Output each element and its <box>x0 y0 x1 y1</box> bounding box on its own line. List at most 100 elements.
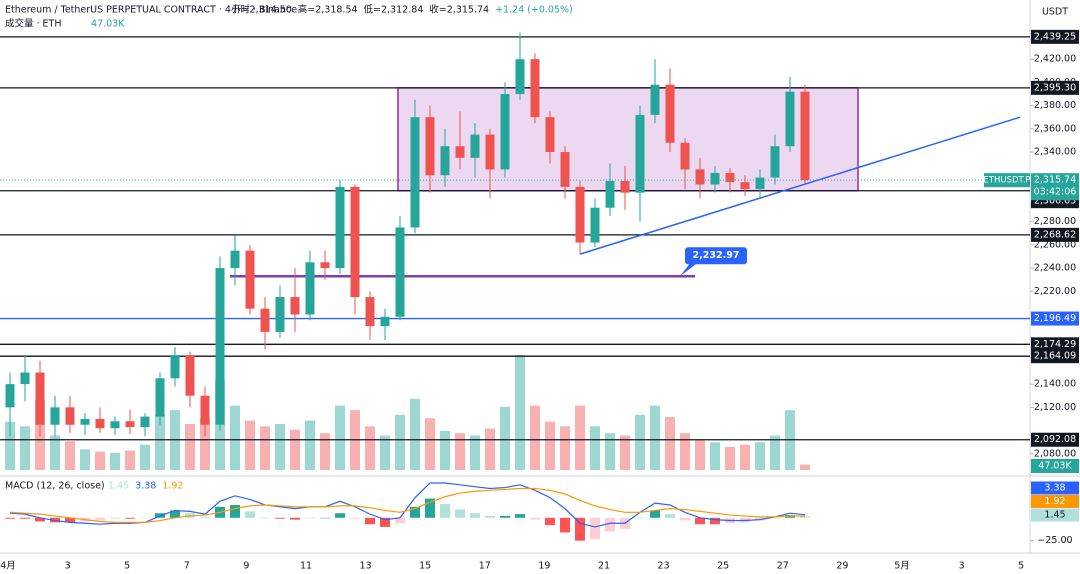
macd-hist-bar <box>800 516 810 518</box>
macd-hist-bar <box>560 517 570 533</box>
y-tick-label: 2,140.00 <box>1034 379 1076 390</box>
volume-bar <box>635 414 645 470</box>
volume-bar <box>185 424 195 470</box>
volume-bar <box>290 429 300 470</box>
macd-hist-bar <box>65 517 75 523</box>
symbol-label: ETHUSDT.P <box>983 176 1030 186</box>
volume-bar <box>605 433 615 470</box>
candle-body <box>635 114 645 193</box>
volume-bar <box>710 442 720 470</box>
macd-hist-bar <box>230 504 240 518</box>
macd-hist-bar <box>470 513 480 518</box>
candle-body <box>230 250 240 269</box>
annotation-pointer <box>680 263 697 277</box>
macd-hist-bar <box>5 517 15 519</box>
candle-body <box>485 134 495 170</box>
x-tick-label: 29 <box>836 561 848 572</box>
volume-bar <box>515 355 525 470</box>
x-tick-label: 15 <box>419 561 431 572</box>
volume-bar <box>305 420 315 470</box>
candle-body <box>200 395 210 425</box>
volume-bar <box>20 426 30 470</box>
macd-legend-value: 1.92 <box>162 481 183 492</box>
volume-bar <box>200 418 210 470</box>
volume-bar <box>725 447 735 470</box>
trendline <box>579 116 1021 255</box>
candle-body <box>545 117 555 153</box>
volume-bar <box>440 430 450 470</box>
annotation-box <box>685 247 747 265</box>
macd-hist-bar <box>425 498 435 518</box>
volume-bar <box>755 442 765 470</box>
macd-hist-bar <box>110 517 120 519</box>
ohlc-label: 高=2,318.54 <box>298 4 358 16</box>
volume-value: 47.03K <box>91 19 125 30</box>
volume-bar <box>485 428 495 470</box>
x-tick-label: 7 <box>184 561 190 572</box>
candle-body <box>680 142 690 170</box>
candle-body <box>425 117 435 176</box>
level-label: 2,306.63 <box>1034 196 1076 207</box>
volume-bar <box>455 433 465 470</box>
volume-bar <box>665 417 675 470</box>
volume-bar <box>80 449 90 470</box>
x-tick-label: 21 <box>598 561 610 572</box>
candle-body <box>170 355 180 379</box>
volume-bar <box>770 435 780 470</box>
volume-bar <box>230 405 240 470</box>
volume-bar <box>560 426 570 470</box>
candle-body <box>665 84 675 143</box>
ohlc-label: +1.24 (+0.05%) <box>495 5 573 16</box>
candle-body <box>80 418 90 425</box>
macd-hist-bar <box>20 517 30 519</box>
volume-bar <box>470 435 480 470</box>
volume-bar <box>260 426 270 470</box>
last-price-label: 2,315.74 <box>1034 175 1076 186</box>
macd-hist-bar <box>290 517 300 520</box>
volume-bar <box>590 426 600 470</box>
candle-body <box>110 421 120 429</box>
volume-bar <box>680 433 690 470</box>
y-tick-label: 2,220.00 <box>1034 286 1076 297</box>
volume-bar <box>620 435 630 470</box>
macd-hist-bar <box>440 504 450 518</box>
candle-body <box>35 372 45 425</box>
candle-body <box>740 182 750 190</box>
macd-hist-bar <box>245 511 255 518</box>
macd-hist-bar <box>485 515 495 518</box>
ohlc-label: 开=2,314.50 <box>232 5 292 16</box>
candle-body <box>20 372 30 385</box>
ohlc-label: 低=2,312.84 <box>364 4 424 16</box>
volume-bar <box>50 435 60 470</box>
level-label: 2,196.49 <box>1034 313 1076 324</box>
volume-label: 47.03K <box>1038 461 1072 472</box>
macd-hist-bar <box>350 517 360 519</box>
candle-body <box>320 262 330 269</box>
volume-title: 成交量 · ETH <box>5 18 62 30</box>
candle-body <box>95 418 105 429</box>
candle-body <box>350 186 360 298</box>
macd-value-box <box>1031 508 1079 522</box>
candle-body <box>455 146 465 158</box>
x-tick-label: 13 <box>360 561 372 572</box>
macd-hist-bar <box>605 517 615 532</box>
candle-body <box>410 117 420 228</box>
y-tick-label: 2,080.00 <box>1034 448 1076 459</box>
macd-hist-bar <box>380 517 390 527</box>
candle-body <box>215 268 225 425</box>
level-label: 2,174.29 <box>1034 339 1076 350</box>
volume-bar <box>110 452 120 470</box>
candle-body <box>5 384 15 408</box>
macd-hist-bar <box>35 517 45 522</box>
volume-bar <box>125 450 135 470</box>
x-tick-label: 3 <box>959 561 965 572</box>
annotation-label: 2,232.97 <box>693 250 740 261</box>
level-label: 2,164.09 <box>1034 351 1076 362</box>
macd-title: MACD (12, 26, close) <box>5 481 105 492</box>
candle-body <box>785 91 795 147</box>
macd-y-tick-label: −25.00 <box>1037 535 1072 546</box>
candle-body <box>305 262 315 315</box>
level-label-box <box>1031 227 1079 242</box>
macd-hist-bar <box>275 517 285 519</box>
candle-body <box>560 152 570 187</box>
